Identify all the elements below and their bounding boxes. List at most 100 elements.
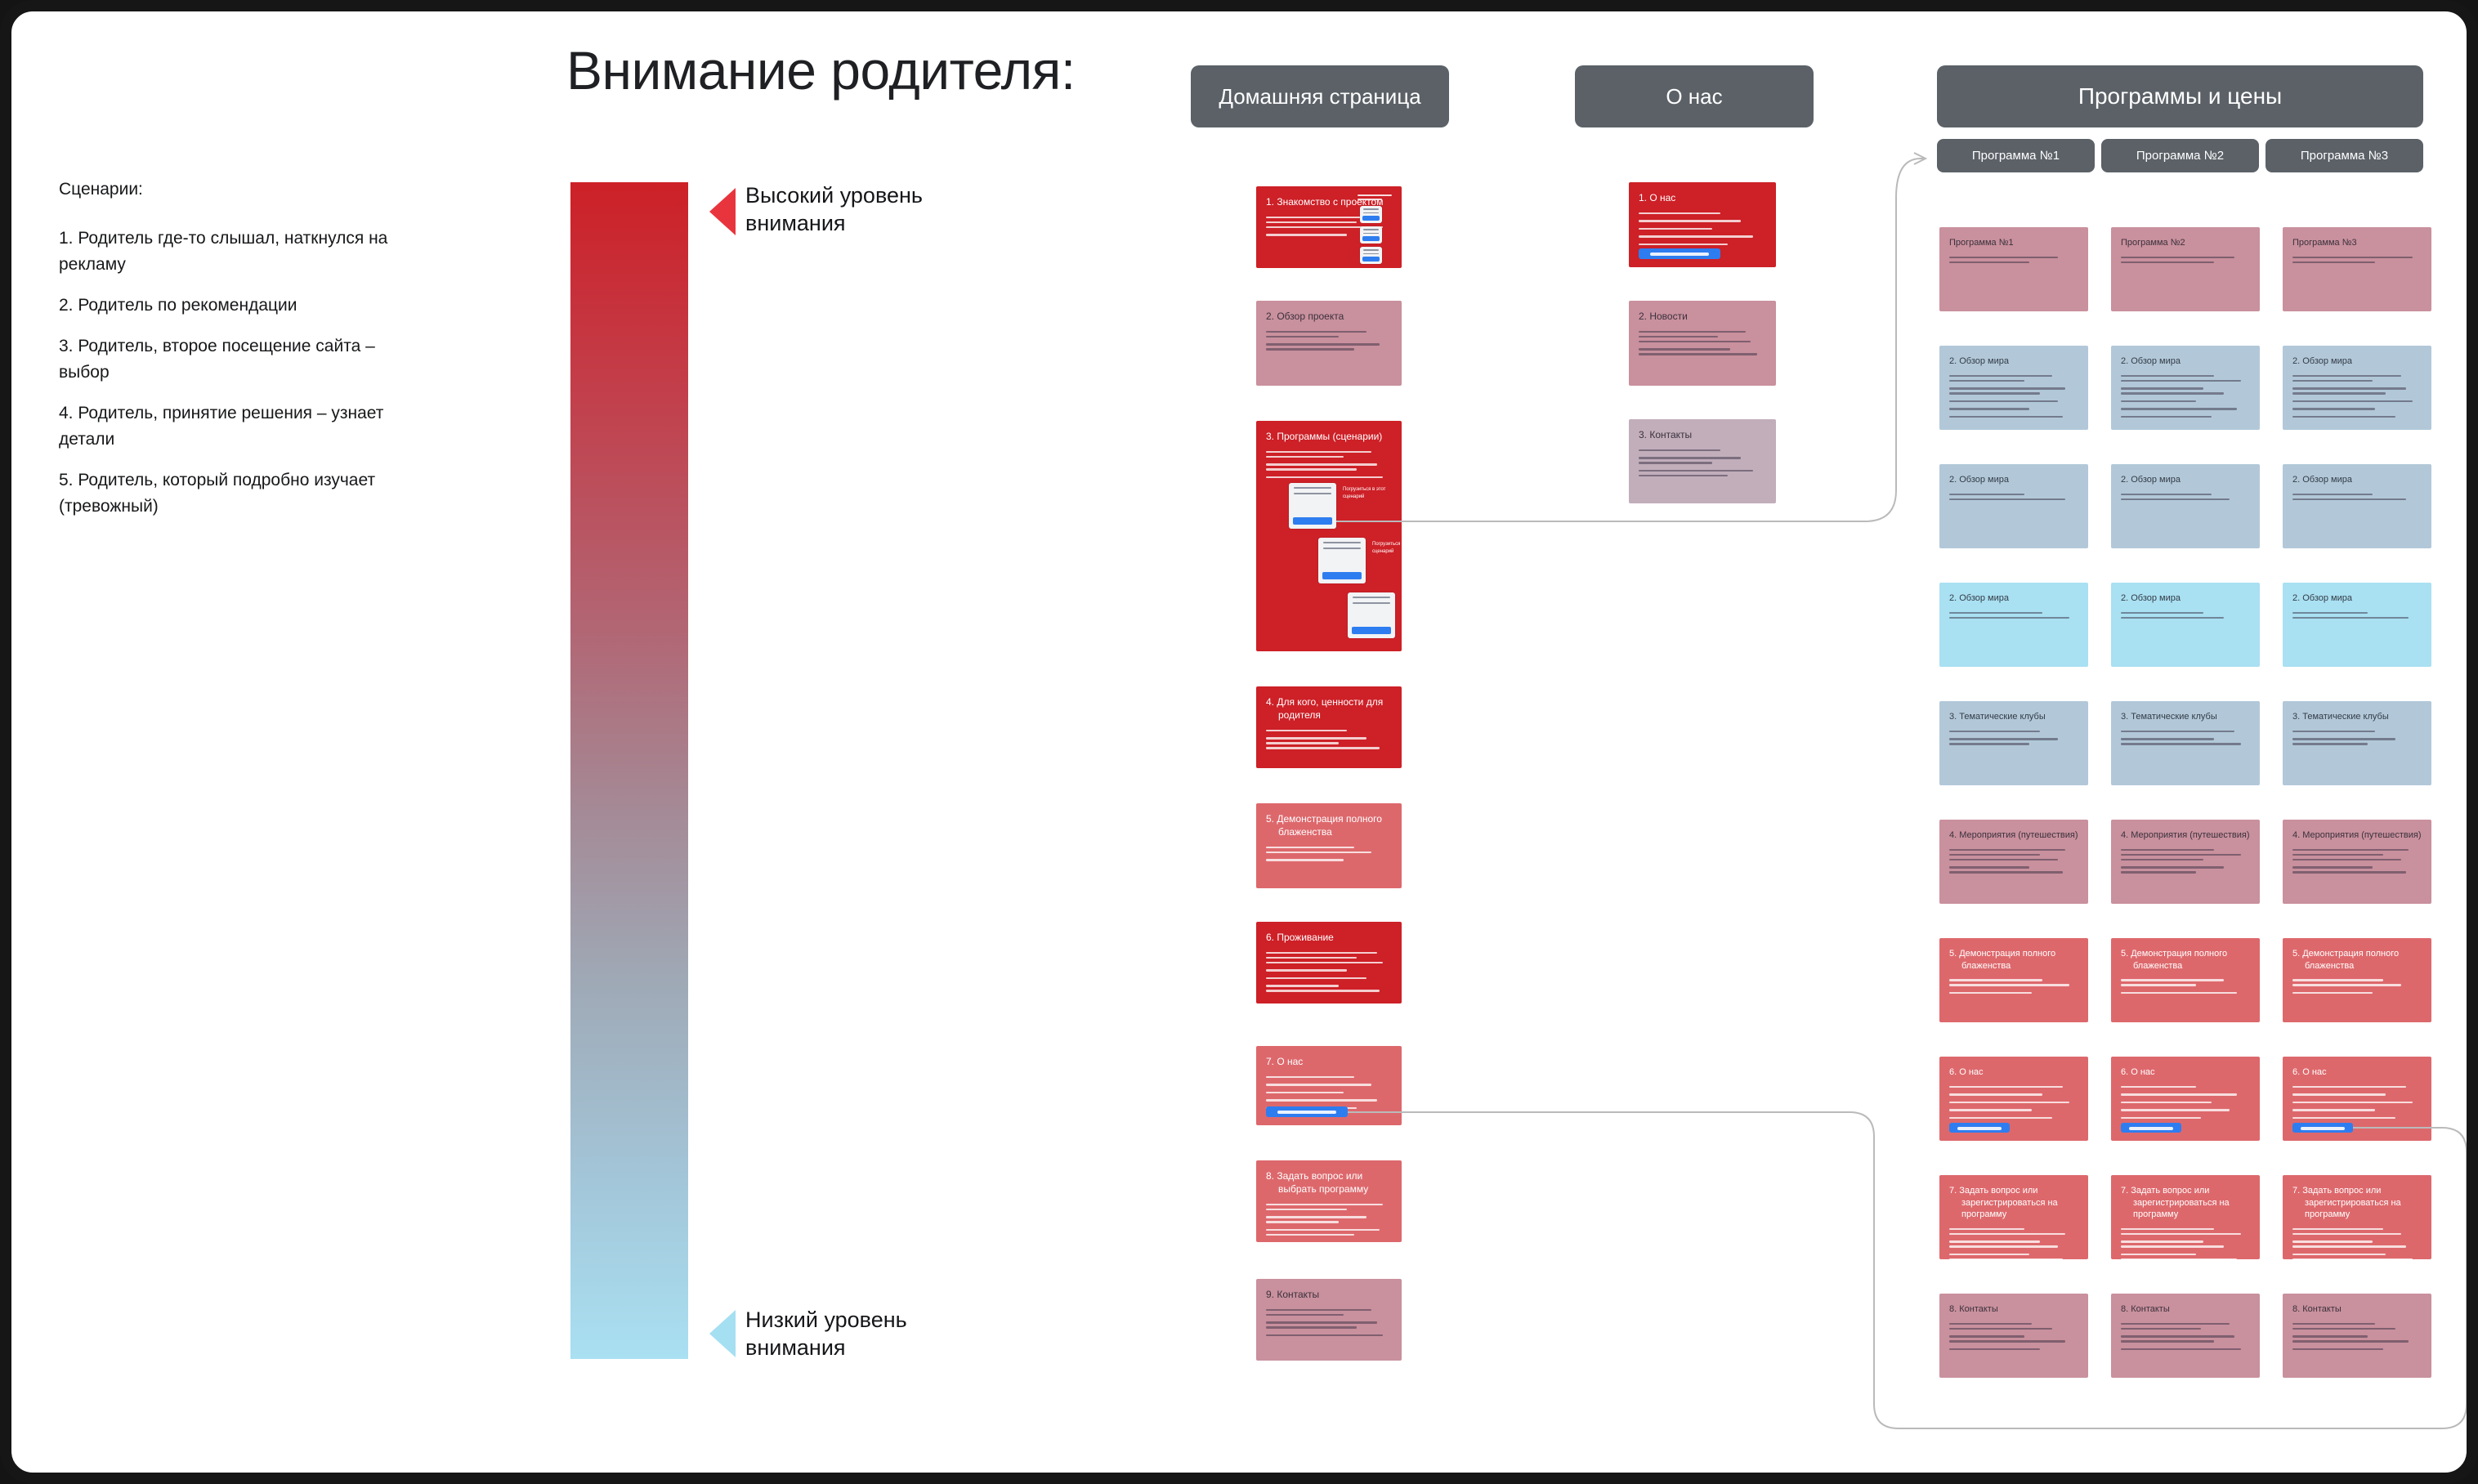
bullet-line [1949, 1258, 2064, 1261]
bullet-line [1949, 853, 2040, 856]
bullet-line [2292, 1116, 2396, 1120]
bullet-line [1639, 469, 1754, 472]
grid-card[interactable]: Программа №3 [2283, 227, 2431, 311]
grid-card[interactable]: 8. Контакты [1939, 1294, 2088, 1378]
grid-card[interactable]: 7. Задать вопрос или зарегистрироваться … [2283, 1175, 2431, 1261]
bullet-line [1949, 1348, 2040, 1351]
grid-card[interactable]: 3. Тематические клубы [1939, 701, 2088, 785]
grid-card[interactable]: 4. Мероприятия (путешествия) [1939, 820, 2088, 904]
card-cta-button[interactable] [2121, 1123, 2181, 1133]
bullet-line [1949, 415, 2064, 418]
bullet-group [2121, 738, 2250, 745]
bullet-group [2121, 1227, 2250, 1236]
home-card[interactable]: 3. Программы (сценарии) Погрузиться в это… [1256, 421, 1444, 651]
nav-programs-button[interactable]: Программы и цены [1937, 65, 2423, 127]
grid-card[interactable]: 7. Задать вопрос или зарегистрироваться … [1939, 1175, 2088, 1261]
grid-card[interactable]: 2. Обзор мира [1939, 346, 2088, 430]
home-card[interactable]: 1. Знакомство с проектом [1256, 186, 1402, 268]
grid-card[interactable]: 3. Тематические клубы [2283, 701, 2431, 785]
bullet-line [2292, 611, 2368, 615]
home-card[interactable]: 8. Задать вопрос или выбрать программу [1256, 1160, 1402, 1242]
grid-card[interactable]: Программа №2 [2111, 227, 2260, 311]
bullet-group [1949, 400, 2078, 403]
mini-cta-button[interactable] [1362, 216, 1380, 221]
about-card[interactable]: 2. Новости [1629, 301, 1776, 386]
mini-cta-button[interactable] [1362, 257, 1380, 261]
bullet-group [1266, 846, 1392, 854]
bullet-line [1949, 616, 2069, 619]
mini-cta-button[interactable] [1322, 572, 1362, 579]
pricing-mini-card[interactable] [1360, 226, 1382, 244]
grid-card[interactable]: 8. Контакты [2283, 1294, 2431, 1378]
mini-text-line [1363, 229, 1379, 230]
grid-card[interactable]: 2. Обзор мира [2111, 583, 2260, 667]
card-bullets [2121, 374, 2250, 418]
mini-cta-button[interactable] [1352, 627, 1391, 634]
scenario-mini-card[interactable] [1289, 483, 1336, 529]
home-card[interactable]: 4. Для кого, ценности для родителя [1256, 686, 1402, 768]
pricing-mini-card[interactable] [1360, 206, 1382, 223]
mini-cta-button[interactable] [1293, 517, 1332, 525]
bullet-line [2292, 415, 2396, 418]
nav-home-button[interactable]: Домашняя страница [1191, 65, 1449, 127]
card-bullets [2292, 848, 2422, 874]
tab-program-2[interactable]: Программа №2 [2101, 139, 2259, 172]
tab-program-3[interactable]: Программа №3 [2266, 139, 2423, 172]
grid-card[interactable]: 2. Обзор мира [2283, 583, 2431, 667]
about-card[interactable]: 3. Контакты [1629, 419, 1776, 503]
bullet-line [1266, 1208, 1347, 1211]
cta-label-bar [1957, 1126, 2002, 1130]
grid-card[interactable]: 8. Контакты [2111, 1294, 2260, 1378]
bullet-line [2121, 387, 2204, 390]
grid-card[interactable]: 2. Обзор мира [1939, 464, 2088, 548]
card-title: 8. Контакты [2121, 1304, 2170, 1314]
grid-card[interactable]: 3. Тематические клубы [2111, 701, 2260, 785]
home-card[interactable]: 5. Демонстрация полного блаженства [1256, 803, 1402, 888]
scenario-mini-card[interactable] [1348, 592, 1395, 638]
pricing-mini-card[interactable] [1360, 247, 1382, 264]
grid-card[interactable]: 2. Обзор мира [2283, 464, 2431, 548]
grid-card[interactable]: 7. Задать вопрос или зарегистрироваться … [2111, 1175, 2260, 1261]
home-card[interactable]: 7. О нас [1256, 1046, 1402, 1125]
grid-card[interactable]: 6. О нас [1939, 1057, 2088, 1141]
grid-card[interactable]: 4. Мероприятия (путешествия) [2283, 820, 2431, 904]
home-card[interactable]: 2. Обзор проекта [1256, 301, 1402, 386]
grid-card[interactable]: Программа №1 [1939, 227, 2088, 311]
bullet-line [2292, 1340, 2409, 1343]
card-bullets [2121, 1322, 2250, 1351]
grid-card[interactable]: 5. Демонстрация полного блаженства [2111, 938, 2260, 1022]
bullet-line [2121, 738, 2214, 740]
bullet-group [1266, 216, 1392, 229]
about-card[interactable]: 1. О нас [1629, 182, 1776, 267]
bullet-line [1639, 340, 1751, 343]
bullet-group [1639, 330, 1766, 343]
bullet-line [1266, 969, 1347, 972]
bullet-group [2292, 1227, 2422, 1236]
grid-card[interactable]: 2. Обзор мира [2283, 346, 2431, 430]
bullet-line [2292, 1109, 2376, 1111]
grid-card[interactable]: 5. Демонстрация полного блаженства [1939, 938, 2088, 1022]
grid-card[interactable]: 2. Обзор мира [2111, 346, 2260, 430]
bullet-line [2121, 1258, 2238, 1261]
mini-cta-button[interactable] [1362, 236, 1380, 241]
tab-program-1[interactable]: Программа №1 [1937, 139, 2095, 172]
card-cta-button[interactable] [1639, 248, 1720, 259]
bullet-group [1949, 1253, 2078, 1261]
bullet-line [1266, 859, 1344, 861]
grid-card[interactable]: 2. Обзор мира [1939, 583, 2088, 667]
grid-card[interactable]: 5. Демонстрация полного блаженства [2283, 938, 2431, 1022]
nav-about-button[interactable]: О нас [1575, 65, 1814, 127]
bullet-group [2121, 979, 2250, 986]
scenario-mini-card[interactable] [1318, 538, 1366, 583]
card-cta-button[interactable] [1949, 1123, 2010, 1133]
card-cta-button[interactable] [1266, 1106, 1348, 1117]
home-card[interactable]: 9. Контакты [1256, 1279, 1402, 1361]
home-card[interactable]: 6. Проживание [1256, 922, 1402, 1003]
card-cta-button[interactable] [2292, 1123, 2353, 1133]
bullet-group [1266, 1334, 1392, 1337]
grid-card[interactable]: 4. Мероприятия (путешествия) [2111, 820, 2260, 904]
bullet-group [1949, 256, 2078, 264]
grid-card[interactable]: 6. О нас [2111, 1057, 2260, 1141]
grid-card[interactable]: 2. Обзор мира [2111, 464, 2260, 548]
grid-card[interactable]: 6. О нас [2283, 1057, 2431, 1141]
